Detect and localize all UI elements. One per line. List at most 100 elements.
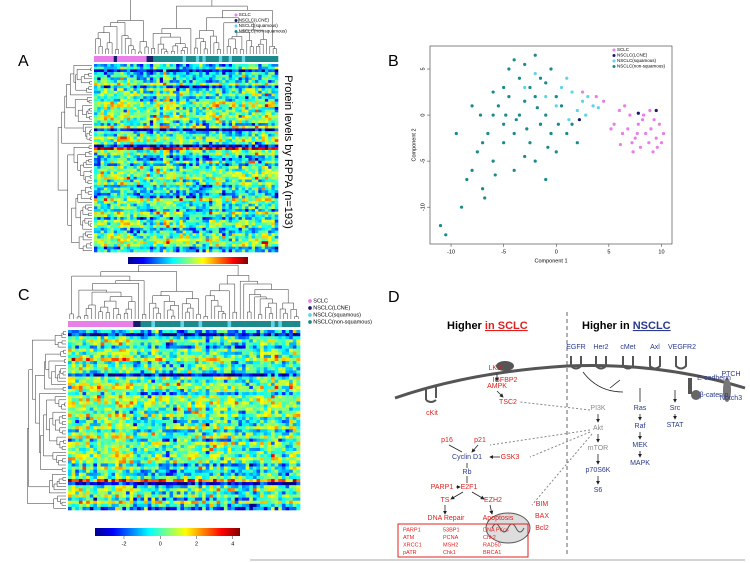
heatmap-cell <box>117 249 121 253</box>
heatmap-cell <box>120 219 124 223</box>
heatmap-cell <box>179 123 184 127</box>
heatmap-cell <box>192 90 197 94</box>
heatmap-cell <box>75 336 80 340</box>
heatmap-cell <box>176 214 180 218</box>
heatmap-cell <box>225 66 230 70</box>
heatmap-cell <box>225 149 230 153</box>
heatmap-cell <box>186 149 190 153</box>
heatmap-cell <box>86 342 91 346</box>
heatmap-cell <box>212 96 216 100</box>
heatmap-cell <box>100 219 105 223</box>
heatmap-cell <box>199 206 203 210</box>
heatmap-cell <box>179 195 184 199</box>
heatmap-cell <box>147 339 152 343</box>
heatmap-cell <box>110 117 115 121</box>
heatmap-cell <box>179 120 184 124</box>
heatmap-cell <box>296 357 301 362</box>
heatmap-cell <box>136 115 141 119</box>
heatmap-cell <box>166 206 170 210</box>
heatmap-cell <box>117 187 121 191</box>
heatmap-cell <box>146 198 151 202</box>
heatmap-cell <box>215 98 220 102</box>
heatmap-cell <box>140 330 145 334</box>
heatmap-cell <box>123 136 128 140</box>
heatmap-cell <box>222 104 226 108</box>
heatmap-cell <box>163 117 167 121</box>
heatmap-cell <box>274 206 279 210</box>
annotation-cell <box>159 56 164 62</box>
heatmap-cell <box>136 203 141 207</box>
heatmap-cell <box>113 171 118 175</box>
heatmap-cell <box>153 64 157 67</box>
heatmap-cell <box>271 101 276 105</box>
heading: Higher in SCLC <box>447 320 528 332</box>
heatmap-cell <box>268 214 272 218</box>
heatmap-cell <box>228 195 233 199</box>
heatmap-cell <box>271 192 276 196</box>
heatmap-cell <box>212 90 216 94</box>
heatmap-cell <box>274 136 279 140</box>
heatmap-cell <box>107 238 111 242</box>
heatmap-cell <box>97 230 101 234</box>
heatmap-cell <box>255 74 259 78</box>
heatmap-cell <box>113 192 118 196</box>
heatmap-cell <box>136 330 141 334</box>
heatmap-cell <box>176 211 180 215</box>
heatmap-cell <box>261 233 266 237</box>
heatmap-cell <box>212 198 216 202</box>
heatmap-cell <box>130 174 134 178</box>
heatmap-cell <box>232 149 236 153</box>
heatmap-cell <box>268 90 272 94</box>
heatmap-cell <box>225 136 230 140</box>
heatmap-cell <box>133 219 138 223</box>
heatmap-cell <box>120 206 124 210</box>
heatmap-cell <box>143 149 147 153</box>
heatmap-cell <box>278 333 283 337</box>
heatmap-cell <box>232 98 236 102</box>
heatmap-cell <box>264 155 269 159</box>
heatmap-cell <box>100 101 105 105</box>
heatmap-cell <box>120 158 124 161</box>
heatmap-cell <box>191 367 196 371</box>
heatmap-cell <box>111 348 116 353</box>
heatmap-cell <box>195 139 200 143</box>
heatmap-cell <box>251 136 256 140</box>
heatmap-cell <box>205 206 210 210</box>
heatmap-cell <box>176 109 180 113</box>
heatmap-cell <box>261 249 266 253</box>
heatmap-cell <box>281 339 286 343</box>
heatmap-cell <box>199 152 203 156</box>
heatmap-cell <box>189 168 193 172</box>
heatmap-cell <box>117 131 121 135</box>
heatmap-cell <box>149 238 154 242</box>
heatmap-cell <box>107 149 111 153</box>
heatmap-cell <box>209 206 213 210</box>
heatmap-cell <box>274 217 279 221</box>
heatmap-cell <box>130 112 134 116</box>
annotation-cell <box>231 321 236 327</box>
heatmap-cell <box>97 85 101 89</box>
heatmap-cell <box>232 109 236 113</box>
heatmap-cell <box>241 203 246 207</box>
heatmap-cell <box>212 139 216 143</box>
heatmap-cell <box>199 174 203 178</box>
heatmap-cell <box>140 141 144 145</box>
heatmap-cell <box>186 152 190 156</box>
heatmap-cell <box>149 195 154 199</box>
heatmap-cell <box>107 88 111 92</box>
heatmap-cell <box>268 96 272 100</box>
heatmap-cell <box>179 74 184 78</box>
heatmap-cell <box>218 141 223 145</box>
heatmap-cell <box>205 187 210 191</box>
heatmap-cell <box>103 80 108 84</box>
heatmap-cell <box>159 88 164 92</box>
heatmap-cell <box>227 348 232 353</box>
heatmap-cell <box>205 160 210 164</box>
arrow <box>675 356 687 370</box>
heatmap-cell <box>169 152 174 156</box>
heatmap-cell <box>133 144 138 148</box>
heatmap-cell <box>133 330 138 334</box>
heatmap-cell <box>126 155 131 159</box>
heatmap-cell <box>202 106 207 110</box>
heatmap-cell <box>94 235 98 239</box>
